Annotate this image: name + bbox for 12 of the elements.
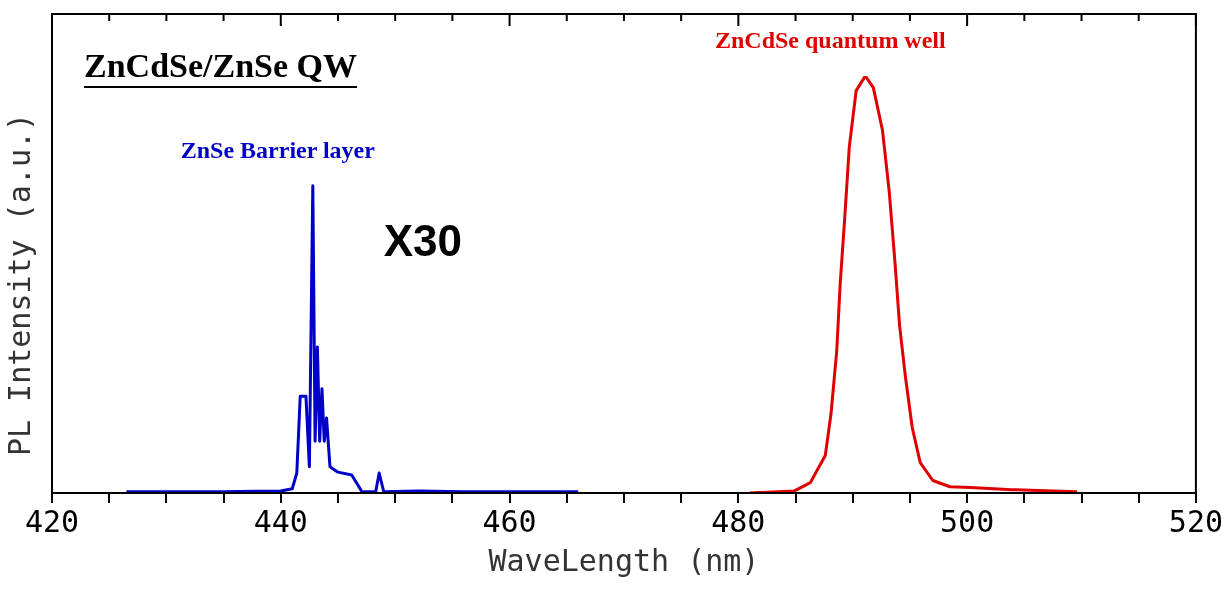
x-tick-label: 420	[24, 503, 80, 539]
x-tick-label: 440	[253, 503, 308, 539]
x-tick-label: 480	[711, 503, 766, 539]
x-tick-label: 460	[482, 503, 537, 539]
x-tick-label: 520	[1168, 503, 1223, 539]
y-axis-title: PL Intensity (a.u.)	[1, 112, 37, 457]
text: ZnSe Barrier layer	[180, 136, 376, 163]
text: ZnCdSe quantum well	[714, 27, 947, 54]
x-axis-title: WaveLength (nm)	[488, 542, 760, 578]
x-tick-label: 500	[940, 503, 995, 539]
annotation: X30	[383, 216, 463, 266]
chart-title: ZnCdSe/ZnSe QW	[84, 47, 358, 84]
